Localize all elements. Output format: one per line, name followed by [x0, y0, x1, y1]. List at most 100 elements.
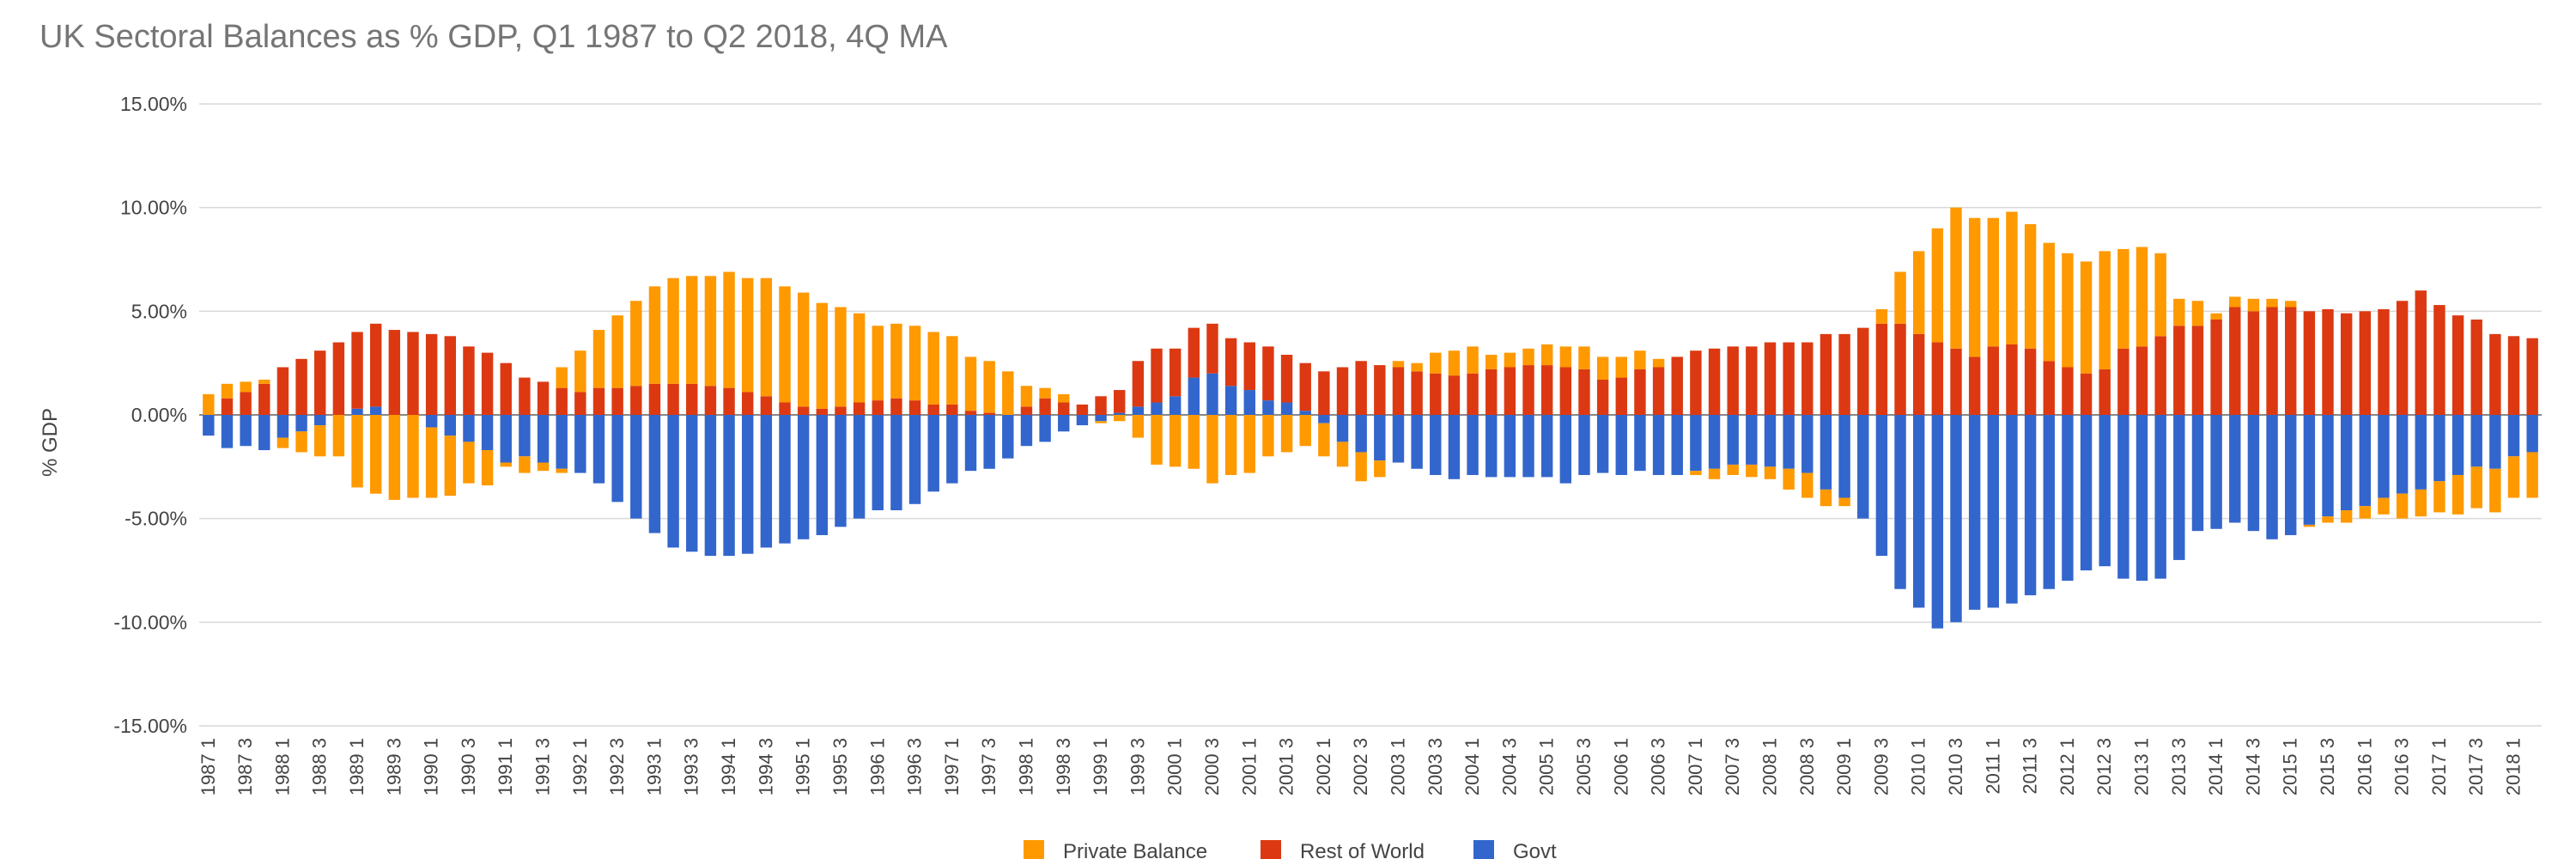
bar-private-balance: [2062, 253, 2074, 368]
bar-private-balance: [2378, 497, 2390, 515]
bar-rest-of-world: [351, 332, 363, 409]
bar-rest-of-world: [2433, 305, 2445, 415]
bar-private-balance: [556, 468, 568, 473]
bar-rest-of-world: [667, 383, 679, 415]
bar-govt: [1727, 415, 1739, 465]
bar-rest-of-world: [1374, 365, 1386, 415]
bar-rest-of-world: [1690, 350, 1702, 415]
bar-govt: [1058, 415, 1070, 432]
bar-rest-of-world: [2470, 319, 2482, 415]
bar-govt: [1578, 415, 1590, 475]
bar-govt: [2470, 415, 2482, 467]
bar-govt: [1894, 415, 1906, 589]
bar-private-balance: [1318, 423, 1330, 457]
bar-private-balance: [1485, 355, 1498, 369]
bar-rest-of-world: [1392, 367, 1405, 415]
bar-rest-of-world: [835, 406, 847, 415]
bar-rest-of-world: [946, 404, 958, 415]
bar-govt: [574, 415, 586, 473]
bar-rest-of-world: [1243, 342, 1255, 391]
bar-rest-of-world: [276, 367, 289, 415]
bar-private-balance: [667, 277, 679, 384]
bar-rest-of-world: [853, 402, 866, 415]
bar-govt: [2136, 415, 2148, 582]
bar-rest-of-world: [1411, 371, 1423, 415]
bar-private-balance: [1894, 271, 1906, 324]
bar-govt: [2396, 415, 2409, 494]
x-tick-label: 2009 1: [1833, 738, 1855, 795]
x-tick-label: 1991 1: [495, 738, 516, 795]
bar-private-balance: [2154, 253, 2166, 337]
y-axis-ticks: 15.00% 10.00% 5.00% 0.00% -5.00% -10.00% -15.0…: [113, 93, 187, 737]
y-tick-label: 5.00%: [131, 300, 187, 322]
bar-private-balance: [1095, 421, 1107, 423]
bar-govt: [648, 415, 661, 533]
bar-private-balance: [1931, 228, 1944, 343]
bar-rest-of-world: [2173, 326, 2185, 415]
bar-private-balance: [927, 332, 939, 405]
bar-govt: [1430, 415, 1442, 475]
bar-private-balance: [1392, 361, 1405, 368]
bar-rest-of-world: [1912, 333, 1925, 415]
legend-swatch: [1473, 840, 1494, 859]
bar-private-balance: [1783, 468, 1795, 490]
bar-rest-of-world: [779, 402, 791, 415]
bar-rest-of-world: [2154, 336, 2166, 415]
bar-govt: [2154, 415, 2166, 579]
bar-govt: [1783, 415, 1795, 469]
bar-rest-of-world: [2322, 308, 2334, 415]
bar-rest-of-world: [2396, 301, 2409, 415]
bar-govt: [1392, 415, 1405, 463]
bar-govt: [2229, 415, 2241, 523]
bar-govt: [314, 415, 326, 426]
bar-govt: [630, 415, 642, 519]
bar-govt: [1411, 415, 1423, 469]
bar-govt: [1243, 390, 1255, 415]
bar-private-balance: [1838, 497, 1850, 507]
bar-govt: [1020, 415, 1033, 447]
bar-govt: [295, 415, 307, 432]
bar-govt: [1448, 415, 1461, 479]
bar-govt: [1801, 415, 1814, 473]
bar-private-balance: [2359, 506, 2372, 519]
bar-rest-of-world: [1987, 346, 2000, 415]
bar-rest-of-world: [1448, 375, 1461, 415]
bar-rest-of-world: [295, 358, 307, 415]
x-tick-label: 2013 1: [2131, 738, 2153, 795]
bar-govt: [1522, 415, 1534, 478]
bar-govt: [1931, 415, 1944, 629]
bar-rest-of-world: [1968, 356, 1981, 415]
bar-private-balance: [983, 361, 995, 413]
bar-private-balance: [1002, 371, 1014, 415]
bar-private-balance: [2099, 251, 2111, 369]
bar-private-balance: [1708, 468, 1721, 479]
bar-govt: [1671, 415, 1683, 475]
bar-govt: [1280, 402, 1293, 415]
x-tick-label: 2012 1: [2057, 738, 2078, 795]
x-tick-label: 2015 1: [2280, 738, 2301, 795]
bar-govt: [1114, 412, 1126, 415]
bar-govt: [1132, 406, 1145, 415]
bar-rest-of-world: [369, 323, 382, 407]
bar-govt: [2062, 415, 2074, 582]
bar-govt: [351, 408, 363, 415]
bar-private-balance: [2507, 456, 2520, 498]
bar-rest-of-world: [1188, 327, 1200, 378]
bar-govt: [2006, 415, 2018, 604]
bar-private-balance: [1411, 362, 1423, 372]
bar-rest-of-world: [1262, 346, 1274, 401]
bar-govt: [1318, 415, 1330, 423]
bar-govt: [741, 415, 754, 554]
x-tick-label: 2010 1: [1908, 738, 1929, 795]
bar-rest-of-world: [1596, 379, 1609, 415]
legend-label: Rest of World: [1300, 840, 1425, 859]
bar-private-balance: [2136, 247, 2148, 347]
bar-rest-of-world: [630, 386, 642, 415]
bar-govt: [1151, 402, 1163, 415]
bar-private-balance: [2006, 211, 2018, 344]
bar-private-balance: [481, 450, 494, 486]
bar-govt: [2340, 415, 2353, 511]
bar-rest-of-world: [2024, 348, 2037, 415]
bar-rest-of-world: [1169, 348, 1182, 397]
x-tick-label: 2000 3: [1201, 738, 1223, 795]
